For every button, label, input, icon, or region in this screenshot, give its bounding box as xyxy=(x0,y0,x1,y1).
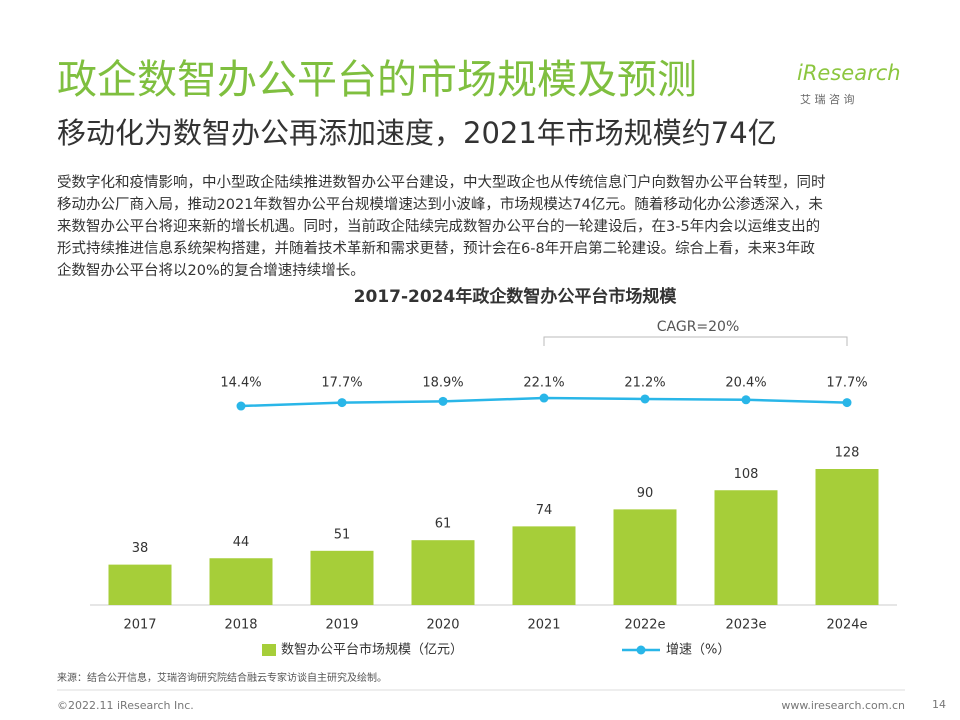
x-tick-label: 2021 xyxy=(527,618,560,633)
bar-label: 74 xyxy=(536,503,553,518)
source: 来源：结合公开信息，艾瑞咨询研究院结合融云专家访谈自主研究及绘制。 xyxy=(57,671,387,684)
bar-label: 128 xyxy=(835,446,860,461)
legend-swatch xyxy=(262,644,276,656)
growth-point xyxy=(539,393,549,403)
page-number: 14 xyxy=(932,698,946,711)
growth-point xyxy=(741,395,751,405)
growth-point xyxy=(236,401,246,411)
bar-label: 61 xyxy=(435,517,452,532)
bar xyxy=(714,490,778,605)
annotation: CAGR=20% xyxy=(657,319,740,335)
bar-label: 108 xyxy=(734,467,759,482)
growth-label: 14.4% xyxy=(220,376,261,391)
x-tick-label: 2019 xyxy=(325,618,358,633)
x-tick-label: 2024e xyxy=(826,618,867,633)
x-tick-label: 2020 xyxy=(426,618,459,633)
x-tick-label: 2023e xyxy=(725,618,766,633)
legend-label: 增速（%） xyxy=(666,643,730,658)
growth-label: 21.2% xyxy=(624,376,665,391)
cagr-bracket xyxy=(543,336,848,346)
growth-label: 18.9% xyxy=(422,376,463,391)
growth-label: 22.1% xyxy=(523,376,564,391)
website: www.iresearch.com.cn xyxy=(781,699,905,712)
bar-label: 38 xyxy=(132,541,149,556)
paragraph-line: 受数字化和疫情影响，中小型政企陆续推进数智办公平台建设，中大型政企也从传统信息门… xyxy=(57,173,826,191)
bar xyxy=(815,469,879,605)
bar-label: 51 xyxy=(334,527,351,542)
bar-label: 44 xyxy=(233,535,250,550)
paragraph-line: 形式持续推进信息系统架构搭建，并随着技术革新和需求更替，预计会在6-8年开启第二… xyxy=(57,239,815,257)
slide-title: 政企数智办公平台的市场规模及预测 xyxy=(57,57,697,103)
copyright: ©2022.11 iResearch Inc. xyxy=(57,699,194,712)
growth-label: 17.7% xyxy=(826,376,867,391)
bar xyxy=(512,526,576,605)
bar xyxy=(613,509,677,605)
slide-subtitle: 移动化为数智办公再添加速度，2021年市场规模约74亿 xyxy=(57,116,777,150)
logo-sub: 艾 瑞 咨 询 xyxy=(800,92,855,106)
growth-point xyxy=(337,398,347,408)
x-tick-label: 2022e xyxy=(624,618,665,633)
x-tick-label: 2017 xyxy=(123,618,156,633)
bar xyxy=(310,550,374,605)
paragraph-line: 企数智办公平台将以20%的复合增速持续增长。 xyxy=(57,261,365,279)
legend-label: 数智办公平台市场规模（亿元） xyxy=(281,642,463,658)
bar xyxy=(411,540,475,605)
growth-label: 20.4% xyxy=(725,376,766,391)
paragraph-line: 移动办公厂商入局，推动2021年数智办公平台规模增速达到小波峰，市场规模达74亿… xyxy=(57,196,823,213)
growth-point xyxy=(640,394,650,404)
legend-dot xyxy=(636,645,646,655)
bar-label: 90 xyxy=(637,486,654,501)
x-tick-label: 2018 xyxy=(224,618,257,633)
growth-point xyxy=(842,398,852,408)
logo: iResearch xyxy=(797,61,901,85)
bar xyxy=(108,564,172,605)
paragraph-line: 来数智办公平台将迎来新的增长机遇。同时，当前政企陆续完成数智办公平台的一轮建设后… xyxy=(57,217,820,235)
chart-title: 2017-2024年政企数智办公平台市场规模 xyxy=(354,286,678,307)
growth-point xyxy=(438,396,448,406)
growth-label: 17.7% xyxy=(321,376,362,391)
bar xyxy=(209,558,273,605)
